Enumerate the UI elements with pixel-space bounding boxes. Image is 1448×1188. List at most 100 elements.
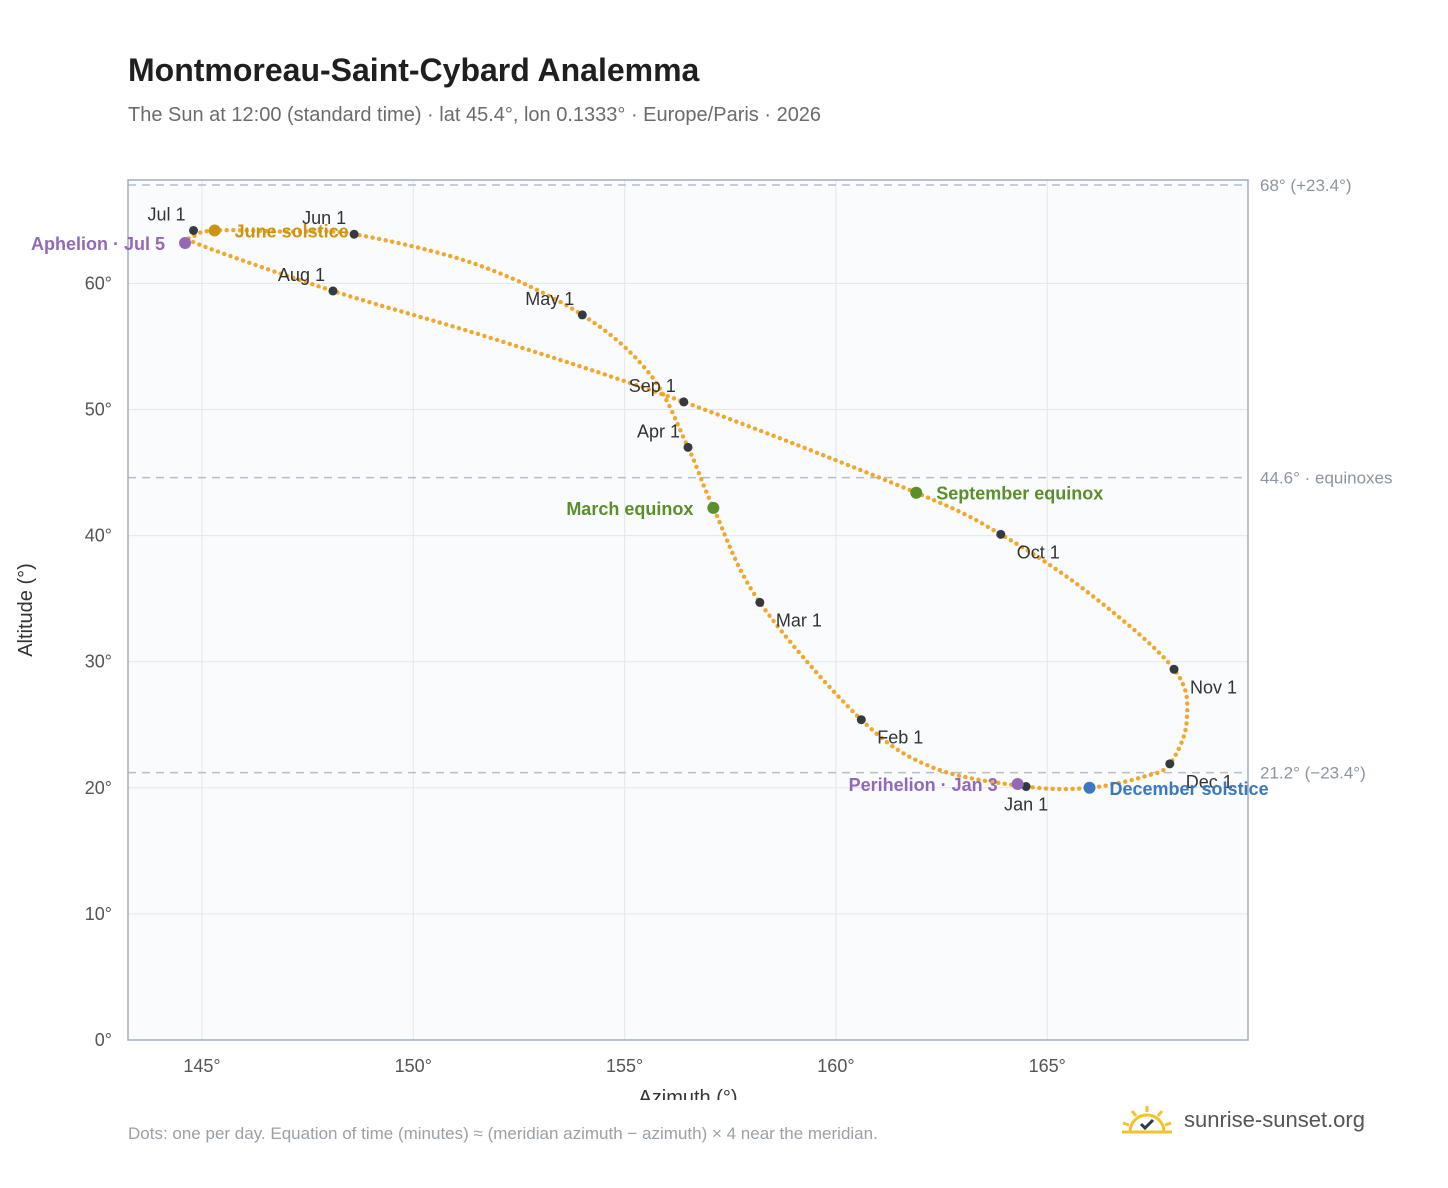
daily-sun-dot	[475, 331, 481, 337]
event-marker	[1083, 781, 1096, 794]
daily-sun-dot	[528, 284, 534, 290]
daily-sun-dot	[415, 245, 421, 250]
daily-sun-dot	[570, 361, 576, 367]
daily-sun-dot	[454, 255, 459, 261]
daily-sun-dot	[808, 448, 814, 453]
daily-sun-dot	[1096, 598, 1101, 603]
daily-sun-dot	[344, 230, 349, 236]
daily-sun-dot	[1129, 777, 1134, 783]
daily-sun-dot	[222, 251, 227, 257]
daily-sun-dot	[758, 428, 764, 434]
daily-sun-dot	[665, 393, 670, 399]
daily-sun-dot	[699, 477, 704, 482]
daily-sun-dot	[244, 228, 249, 233]
daily-sun-dot	[539, 351, 544, 357]
daily-sun-dot	[709, 409, 714, 415]
daily-sun-dot	[974, 517, 979, 523]
daily-sun-dot	[858, 467, 863, 473]
daily-sun-dot	[956, 508, 961, 514]
daily-sun-dot	[507, 341, 512, 347]
daily-sun-dot	[602, 372, 607, 377]
daily-sun-dot	[310, 282, 315, 287]
daily-sun-dot	[435, 250, 440, 255]
daily-sun-dot	[1152, 645, 1157, 651]
daily-sun-dot	[492, 268, 497, 274]
daily-sun-dot	[392, 307, 398, 312]
daily-sun-dot	[257, 228, 263, 234]
daily-sun-dot	[278, 271, 283, 276]
chart-title: Montmoreau-Saint-Cybard Analemma	[128, 52, 700, 88]
daily-sun-dot	[215, 249, 221, 254]
daily-sun-dot	[814, 450, 820, 455]
daily-sun-dot	[370, 235, 375, 240]
month-marker	[1169, 664, 1179, 674]
event-label: December solstice	[1110, 779, 1269, 799]
daily-sun-dot	[1147, 641, 1152, 646]
daily-sun-dot	[919, 760, 924, 765]
daily-sun-dot	[1064, 574, 1069, 579]
daily-sun-dot	[354, 296, 359, 301]
daily-sun-dot	[650, 375, 655, 380]
daily-sun-dot	[879, 735, 885, 741]
daily-sun-dot	[901, 485, 906, 490]
daily-sun-dot	[691, 458, 697, 463]
daily-sun-dot	[738, 568, 744, 574]
daily-sun-dot	[304, 229, 309, 234]
month-marker	[577, 310, 587, 320]
daily-sun-dot	[443, 322, 449, 327]
daily-sun-dot	[840, 699, 846, 704]
y-tick-label: 0°	[95, 1030, 112, 1050]
daily-sun-dot	[363, 234, 369, 239]
daily-sun-dot	[913, 757, 918, 762]
y-tick-label: 60°	[85, 273, 112, 293]
daily-sun-dot	[596, 370, 601, 375]
daily-sun-dot	[586, 317, 592, 322]
daily-sun-dot	[337, 229, 342, 235]
daily-sun-dot	[752, 426, 758, 431]
x-tick-label: 165°	[1029, 1056, 1066, 1076]
daily-sun-dot	[1050, 786, 1055, 792]
daily-sun-dot	[467, 259, 472, 265]
sun-icon	[1122, 1106, 1172, 1134]
daily-sun-dot	[741, 574, 747, 579]
daily-sun-dot	[667, 403, 672, 409]
daily-sun-dot	[771, 618, 776, 624]
daily-sun-dot	[277, 229, 283, 234]
reference-line-label: 44.6° · equinoxes	[1260, 469, 1393, 488]
daily-sun-dot	[291, 229, 296, 234]
month-markers: Jan 1 Feb 1 Mar 1 Apr 1 May 1 Jun 1 Jul 1 Aug 1…	[147, 204, 1237, 814]
daily-sun-dot	[291, 275, 296, 281]
daily-sun-dot	[303, 279, 309, 285]
daily-sun-dot	[341, 292, 347, 297]
daily-sun-dot	[322, 286, 328, 291]
daily-sun-dot	[460, 257, 466, 263]
daily-sun-dot	[925, 495, 931, 500]
month-label: Jun 1	[302, 208, 346, 228]
daily-sun-dot	[1135, 776, 1141, 781]
daily-sun-dot	[264, 228, 269, 234]
daily-sun-dot	[722, 532, 727, 537]
event-marker	[910, 486, 923, 499]
daily-sun-dot	[469, 329, 474, 335]
daily-sun-dot	[1101, 602, 1106, 607]
daily-sun-dot	[592, 320, 597, 326]
daily-sun-dot	[775, 624, 780, 629]
daily-sun-dot	[1142, 774, 1147, 779]
daily-sun-dot	[1111, 610, 1117, 616]
daily-sun-dot	[827, 684, 832, 690]
daily-sun-dot	[409, 243, 414, 249]
daily-sun-dot	[608, 332, 613, 338]
daily-sun-dot	[748, 586, 753, 591]
month-label: Oct 1	[1017, 542, 1060, 562]
daily-sun-dot	[670, 409, 675, 415]
daily-sun-dot	[1031, 552, 1036, 557]
daily-sun-dot	[1184, 714, 1190, 720]
daily-sun-dot	[389, 239, 395, 244]
daily-sun-dot	[190, 239, 196, 245]
brand[interactable]: sunrise-sunset.org	[1120, 1102, 1365, 1138]
daily-sun-dot	[646, 387, 652, 392]
daily-sun-dot	[706, 495, 712, 500]
daily-sun-dot	[1132, 627, 1137, 633]
daily-sun-dot	[1106, 606, 1112, 612]
y-tick-label: 50°	[85, 400, 112, 420]
